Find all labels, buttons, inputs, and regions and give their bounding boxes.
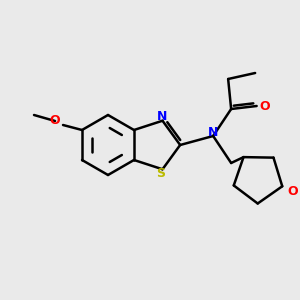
Text: O: O	[50, 115, 60, 128]
Text: O: O	[287, 185, 298, 198]
Text: N: N	[157, 110, 168, 123]
Text: O: O	[259, 100, 270, 112]
Text: S: S	[156, 167, 165, 180]
Text: N: N	[208, 127, 218, 140]
